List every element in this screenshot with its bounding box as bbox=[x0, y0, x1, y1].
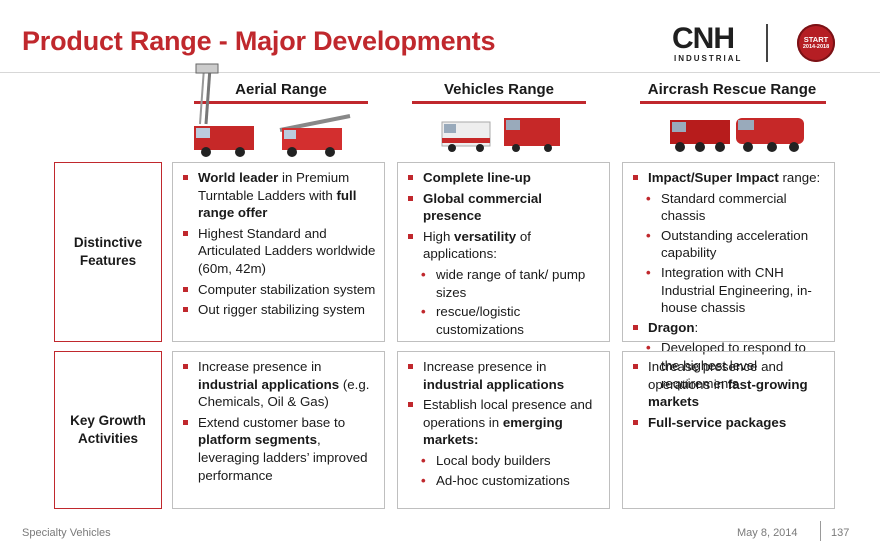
page-number: 137 bbox=[831, 527, 850, 539]
list-item: Extend customer base to platform segment… bbox=[181, 414, 378, 484]
cell-vehicles-growth: Increase presence in industrial applicat… bbox=[397, 351, 610, 509]
aircrash-rescue-vehicles-image bbox=[670, 118, 804, 152]
cell-aircrash-growth: Increase presence and operations in fast… bbox=[622, 351, 835, 509]
list-item: Highest Standard and Articulated Ladders… bbox=[181, 225, 378, 278]
start-badge: START 2014-2018 bbox=[797, 24, 835, 62]
list-item: Out rigger stabilizing system bbox=[181, 301, 378, 319]
aerial-ladder-trucks-image bbox=[194, 63, 351, 157]
cell-aircrash-features: Impact/Super Impact range: Standard comm… bbox=[622, 162, 835, 391]
sub-list-item: rescue/logistic customizations bbox=[406, 303, 603, 338]
badge-line1: START bbox=[803, 35, 829, 44]
row-label-key-growth-activities: Key Growth Activities bbox=[54, 351, 162, 509]
sub-list-item: Outstanding acceleration capability bbox=[631, 227, 828, 262]
list-item: Complete line-up bbox=[406, 169, 603, 187]
column-header-aerial: Aerial Range bbox=[235, 81, 327, 98]
column-underline-aircrash bbox=[640, 101, 826, 104]
sub-list-item: wide range of tank/ pump sizes bbox=[406, 266, 603, 301]
sub-list-item: Standard commercial chassis bbox=[631, 190, 828, 225]
list-item: Computer stabilization system bbox=[181, 281, 378, 299]
cell-vehicles-features: Complete line-up Global commercial prese… bbox=[397, 162, 610, 342]
footer-date: May 8, 2014 bbox=[737, 527, 798, 539]
list-item: High versatility of applications: bbox=[406, 228, 603, 263]
sub-list-item: Integration with CNH Industrial Engineer… bbox=[631, 264, 828, 317]
cell-aerial-growth: Increase presence in industrial applicat… bbox=[172, 351, 385, 509]
list-item: Dragon: bbox=[631, 319, 828, 337]
list-item: Impact/Super Impact range: bbox=[631, 169, 828, 187]
column-underline-vehicles bbox=[412, 101, 586, 104]
column-underline-aerial bbox=[194, 101, 368, 104]
footer-divider bbox=[820, 521, 821, 541]
list-item: Increase presence in industrial applicat… bbox=[406, 358, 603, 393]
logo-wordmark: CNH bbox=[672, 22, 735, 55]
column-header-aircrash: Aircrash Rescue Range bbox=[647, 81, 817, 98]
sub-list-item: Local body builders bbox=[406, 452, 603, 470]
list-item: Establish local presence and operations … bbox=[406, 396, 603, 449]
title-divider bbox=[0, 72, 880, 73]
sub-list-item: Ad-hoc customizations bbox=[406, 472, 603, 490]
list-item: Global commercial presence bbox=[406, 190, 603, 225]
list-item: Full-service packages bbox=[631, 414, 828, 432]
row-label-distinctive-features: Distinctive Features bbox=[54, 162, 162, 342]
cnh-industrial-logo: CNH INDUSTRIAL bbox=[672, 24, 748, 64]
cell-aerial-features: World leader in Premium Turntable Ladder… bbox=[172, 162, 385, 342]
fire-vehicles-image bbox=[441, 118, 560, 152]
list-item: Increase presence in industrial applicat… bbox=[181, 358, 378, 411]
list-item: Increase presence and operations in fast… bbox=[631, 358, 828, 411]
column-header-vehicles: Vehicles Range bbox=[443, 81, 555, 98]
badge-line2: 2014-2018 bbox=[802, 44, 830, 50]
logo-divider bbox=[766, 24, 768, 62]
logo-subtitle: INDUSTRIAL bbox=[674, 54, 743, 63]
footer-section-label: Specialty Vehicles bbox=[22, 527, 111, 539]
list-item: World leader in Premium Turntable Ladder… bbox=[181, 169, 378, 222]
slide-title: Product Range - Major Developments bbox=[22, 26, 496, 56]
